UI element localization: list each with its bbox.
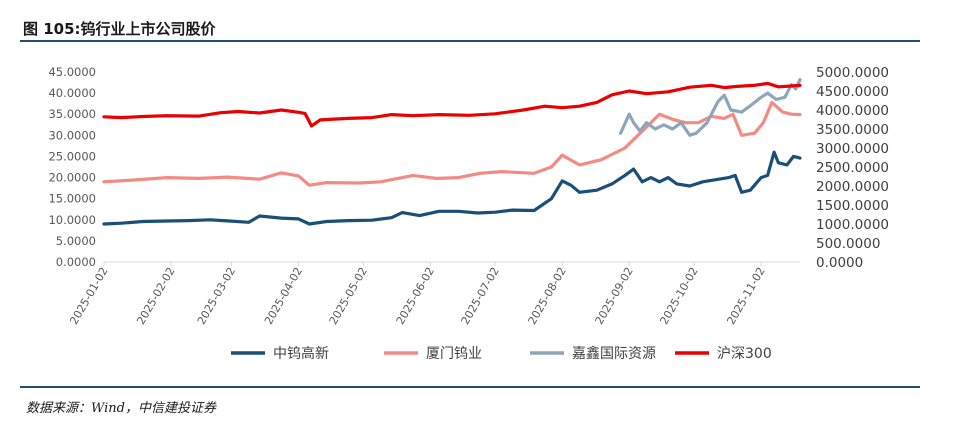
y-right-tick-label: 4500.0000 [816, 84, 889, 100]
y-left-tick-label: 30.0000 [48, 128, 96, 142]
y-left-tick-label: 20.0000 [48, 171, 96, 185]
x-tick-label: 2025-09-02 [593, 265, 636, 327]
series-line-4 [102, 81, 802, 128]
y-left-tick-label: 10.0000 [48, 213, 96, 227]
source-note: 数据来源：Wind，中信建投证券 [26, 401, 217, 416]
x-tick-label: 2025-02-02 [134, 265, 177, 327]
y-right-tick-label: 4000.0000 [816, 103, 889, 119]
series-line-1 [102, 150, 802, 226]
plot-area [102, 77, 802, 226]
y-right-tick-label: 3500.0000 [816, 122, 889, 138]
x-tick-label: 2025-08-02 [526, 265, 569, 327]
y-left-tick-label: 45.0000 [48, 65, 96, 79]
x-tick-label: 2025-06-02 [394, 265, 437, 327]
y-right-tick-label: 2000.0000 [816, 179, 889, 195]
x-tick-label: 2025-04-02 [262, 265, 305, 327]
series-line-2 [102, 100, 802, 187]
x-tick-label: 2025-05-02 [327, 265, 370, 327]
legend-label: 厦门钨业 [426, 346, 482, 362]
y-right-tick-label: 3000.0000 [816, 141, 889, 157]
y-right-tick-label: 1500.0000 [816, 198, 889, 214]
series-line-3 [618, 77, 802, 137]
x-tick-label: 2025-10-02 [657, 265, 700, 327]
x-tick-label: 2025-01-02 [67, 265, 110, 327]
y-left-tick-label: 40.0000 [48, 86, 96, 100]
legend-label: 沪深300 [717, 346, 772, 362]
y-right-tick-label: 1000.0000 [816, 217, 889, 233]
y-left-tick-label: 0.0000 [56, 255, 96, 269]
x-tick-label: 2025-11-02 [724, 265, 767, 327]
y-right-tick-label: 0.0000 [816, 255, 863, 271]
y-right-tick-label: 500.0000 [816, 236, 880, 252]
x-tick-label: 2025-03-02 [195, 265, 238, 327]
y-right-tick-label: 5000.0000 [816, 65, 889, 81]
legend-label: 嘉鑫国际资源 [572, 345, 656, 362]
figure-title: 图 105:钨行业上市公司股价 [23, 20, 217, 38]
legend: 中钨高新 厦门钨业 嘉鑫国际资源 沪深300 [231, 345, 772, 362]
y-left-tick-label: 15.0000 [48, 192, 96, 206]
legend-label: 中钨高新 [273, 345, 329, 362]
y-right-tick-label: 2500.0000 [816, 160, 889, 176]
x-tick-label: 2025-07-02 [459, 265, 502, 327]
axes: 0.0000 5.0000 10.0000 15.0000 20.0000 25.0000… [48, 65, 889, 327]
y-left-tick-label: 5.0000 [56, 234, 96, 248]
y-left-tick-label: 25.0000 [48, 149, 96, 163]
y-left-tick-label: 35.0000 [48, 107, 96, 121]
